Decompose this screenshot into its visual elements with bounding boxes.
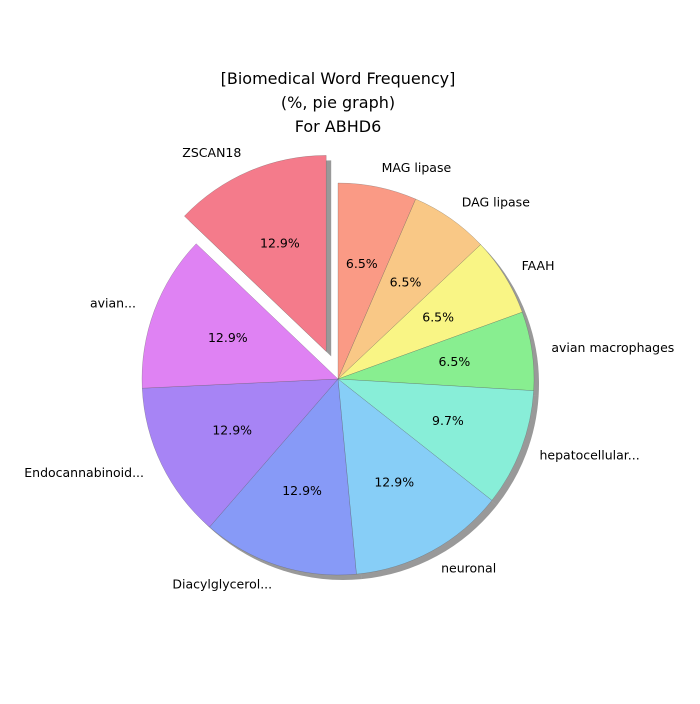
pie-slice <box>337 378 493 575</box>
slice-label: avian macrophages <box>551 340 674 355</box>
slice-labels: MAG lipase DAG lipase FAAH avian macrophage… <box>24 145 674 591</box>
slice-percent-label: 6.5% <box>438 354 470 369</box>
chart-title-line-3: For ABHD6 <box>295 117 382 136</box>
slice-label: FAAH <box>522 258 555 273</box>
slice-label: ZSCAN18 <box>182 145 241 160</box>
chart-title-line-1: [Biomedical Word Frequency] <box>221 69 456 88</box>
pie-slice <box>184 155 327 352</box>
slice-percent-label: 12.9% <box>208 330 248 345</box>
pie-slices <box>141 155 535 576</box>
chart-title-line-2: (%, pie graph) <box>281 93 395 112</box>
pie-slice <box>337 378 534 501</box>
slice-percent-label: 12.9% <box>282 483 322 498</box>
slice-percent-labels: 6.5% 6.5% 6.5% 6.5% 9.7% 12.9% 12.9% 12.9% 12.9%… <box>208 235 470 498</box>
slice-percent-label: 9.7% <box>432 413 464 428</box>
slice-label: neuronal <box>441 560 496 575</box>
slice-label: Endocannabinoid... <box>24 465 144 480</box>
slice-percent-label: 6.5% <box>422 309 454 324</box>
slice-label: Diacylglycerol... <box>172 576 272 591</box>
slice-label: avian... <box>90 296 136 311</box>
slice-label: hepatocellular... <box>539 448 639 463</box>
pie-slice <box>141 243 339 389</box>
slice-percent-label: 12.9% <box>260 235 300 250</box>
slice-percent-label: 6.5% <box>390 275 422 290</box>
chart-title: [Biomedical Word Frequency] (%, pie graph… <box>221 69 456 136</box>
slice-percent-label: 6.5% <box>346 256 378 271</box>
slice-label: MAG lipase <box>382 160 452 175</box>
slice-percent-label: 12.9% <box>212 422 252 437</box>
slice-percent-label: 12.9% <box>374 474 414 489</box>
pie-slice <box>209 378 357 576</box>
pie-slice <box>142 378 339 528</box>
slice-label: DAG lipase <box>462 194 530 209</box>
